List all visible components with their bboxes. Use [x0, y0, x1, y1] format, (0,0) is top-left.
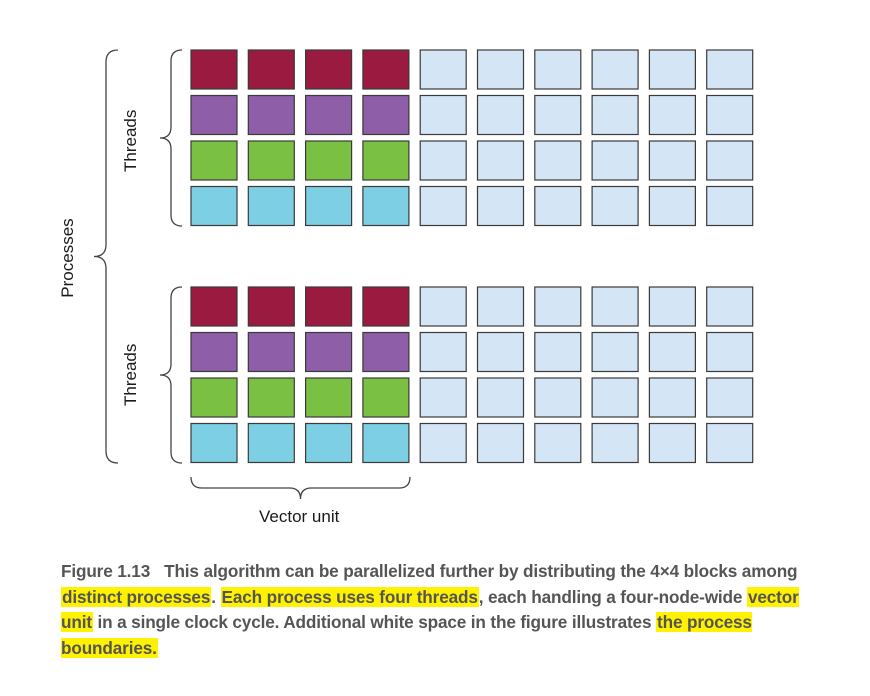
- idle-cell: [648, 331, 697, 373]
- brackets: [93, 49, 411, 500]
- thread-cell: [305, 185, 353, 227]
- idle-cell: [648, 140, 697, 181]
- idle-cell: [534, 331, 582, 373]
- idle-cell: [419, 286, 467, 327]
- idle-cell: [591, 185, 639, 227]
- thread-cell: [362, 331, 410, 373]
- figure-number: Figure 1.13: [61, 561, 151, 581]
- thread-cell: [362, 286, 410, 327]
- idle-cell: [534, 94, 582, 136]
- processes-bracket: [93, 49, 119, 464]
- idle-cell: [476, 140, 525, 181]
- idle-cell: [591, 49, 639, 90]
- thread-cell: [247, 140, 295, 181]
- thread-cell: [190, 286, 238, 327]
- idle-cell: [476, 94, 525, 136]
- caption-text-2: .: [211, 586, 221, 607]
- thread-cell: [190, 49, 238, 90]
- thread-cell: [247, 331, 295, 373]
- thread-cell: [190, 94, 238, 136]
- idle-cell: [534, 286, 582, 327]
- cell-grid: [190, 49, 754, 464]
- thread-cell: [247, 185, 295, 227]
- parallelization-diagram: [93, 49, 754, 500]
- idle-cell: [534, 140, 582, 181]
- idle-cell: [534, 377, 582, 418]
- idle-cell: [591, 377, 639, 418]
- thread-cell: [247, 286, 295, 327]
- thread-cell: [190, 140, 238, 181]
- threads-bracket-top: [159, 49, 183, 227]
- idle-cell: [419, 49, 467, 90]
- idle-cell: [648, 185, 697, 227]
- thread-cell: [362, 377, 410, 418]
- idle-cell: [591, 331, 639, 373]
- thread-cell: [305, 49, 353, 90]
- thread-cell: [247, 49, 295, 90]
- idle-cell: [534, 185, 582, 227]
- idle-cell: [648, 49, 697, 90]
- idle-cell: [706, 331, 754, 373]
- highlight-distinct-processes: distinct processes: [61, 586, 212, 607]
- caption-text-3: , each handling a four-node-wide: [478, 586, 747, 607]
- caption-text-1: This algorithm can be parallelized furth…: [164, 561, 798, 581]
- idle-cell: [706, 286, 754, 327]
- idle-cell: [419, 94, 467, 136]
- vector-unit-bracket: [190, 476, 411, 500]
- thread-cell: [247, 422, 295, 464]
- idle-cell: [476, 377, 525, 418]
- thread-cell: [190, 377, 238, 418]
- highlight-four-threads: Each process uses four threads: [220, 586, 479, 607]
- idle-cell: [476, 331, 525, 373]
- thread-cell: [190, 422, 238, 464]
- thread-cell: [305, 422, 353, 464]
- idle-cell: [419, 377, 467, 418]
- thread-cell: [305, 331, 353, 373]
- idle-cell: [706, 422, 754, 464]
- idle-cell: [706, 49, 754, 90]
- thread-cell: [362, 422, 410, 464]
- idle-cell: [534, 422, 582, 464]
- idle-cell: [476, 49, 525, 90]
- thread-cell: [362, 185, 410, 227]
- idle-cell: [591, 140, 639, 181]
- thread-cell: [305, 94, 353, 136]
- idle-cell: [476, 286, 525, 327]
- threads-bracket-bottom: [159, 286, 183, 464]
- thread-cell: [362, 49, 410, 90]
- idle-cell: [591, 422, 639, 464]
- figure-caption: Figure 1.13 This algorithm can be paralle…: [61, 559, 801, 661]
- idle-cell: [648, 422, 697, 464]
- idle-cell: [419, 422, 467, 464]
- idle-cell: [419, 185, 467, 227]
- idle-cell: [648, 94, 697, 136]
- vector-unit-label: Vector unit: [259, 507, 340, 526]
- idle-cell: [591, 286, 639, 327]
- idle-cell: [419, 331, 467, 373]
- idle-cell: [706, 377, 754, 418]
- thread-cell: [305, 140, 353, 181]
- caption-text-4: in a single clock cycle. Additional whit…: [92, 612, 657, 632]
- idle-cell: [706, 94, 754, 136]
- idle-cell: [476, 185, 525, 227]
- thread-cell: [362, 140, 410, 181]
- thread-cell: [247, 94, 295, 136]
- threads-label-bottom: Threads: [121, 343, 140, 406]
- idle-cell: [648, 377, 697, 418]
- thread-cell: [305, 286, 353, 327]
- idle-cell: [419, 140, 467, 181]
- idle-cell: [648, 286, 697, 327]
- idle-cell: [591, 94, 639, 136]
- idle-cell: [476, 422, 525, 464]
- idle-cell: [706, 140, 754, 181]
- processes-label: Processes: [58, 218, 77, 298]
- idle-cell: [534, 49, 582, 90]
- idle-cell: [706, 185, 754, 227]
- thread-cell: [190, 185, 238, 227]
- thread-cell: [247, 377, 295, 418]
- thread-cell: [362, 94, 410, 136]
- threads-label-top: Threads: [121, 109, 140, 172]
- thread-cell: [190, 331, 238, 373]
- thread-cell: [305, 377, 353, 418]
